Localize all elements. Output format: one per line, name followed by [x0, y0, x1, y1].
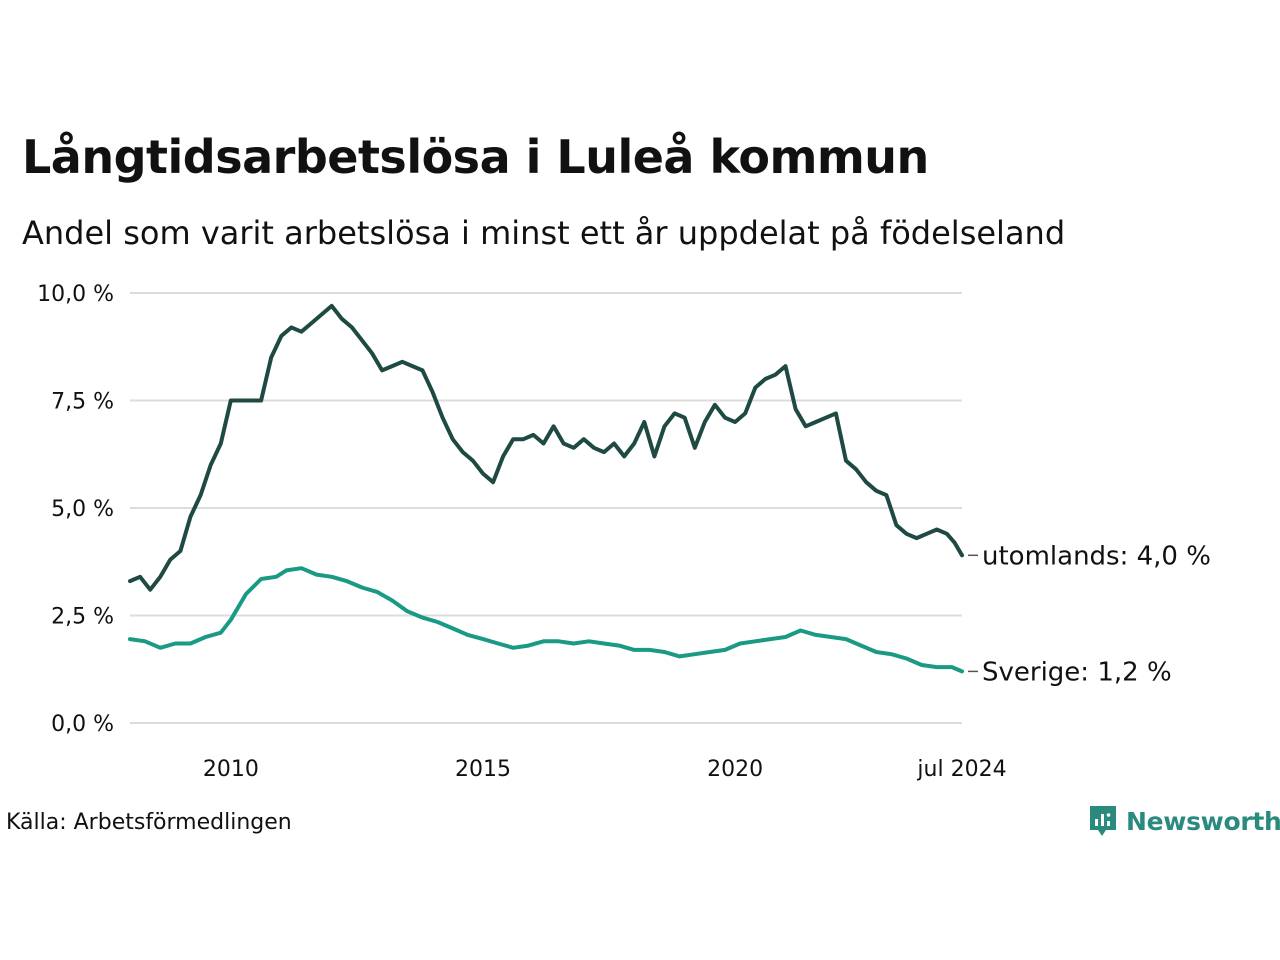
y-tick-label: 7,5 % [51, 390, 114, 415]
newsworthy-logo-icon [1090, 806, 1116, 836]
brand-logo: Newsworthy [1088, 804, 1280, 838]
series-line-utomlands [128, 303, 964, 592]
y-tick-label: 2,5 % [51, 605, 114, 630]
x-tick-label: 2015 [455, 757, 511, 782]
x-axis-ticks: 2010 2015 2020 jul 2024 [203, 757, 1007, 782]
y-tick-label: 10,0 % [37, 282, 114, 307]
series-lines [128, 303, 964, 674]
chart-title: Långtidsarbetslösa i Luleå kommun [22, 130, 929, 184]
source-note: Källa: Arbetsförmedlingen [6, 810, 292, 835]
series-end-label-utomlands: utomlands: 4,0 % [982, 541, 1211, 571]
series-end-label-sverige: Sverige: 1,2 % [982, 657, 1172, 687]
gridlines [130, 292, 962, 724]
x-tick-label: 2020 [707, 757, 763, 782]
y-tick-label: 0,0 % [51, 712, 114, 737]
y-tick-label: 5,0 % [51, 497, 114, 522]
x-tick-label: 2010 [203, 757, 259, 782]
x-tick-label: jul 2024 [916, 757, 1006, 782]
y-axis-ticks: 0,0 % 2,5 % 5,0 % 7,5 % 10,0 % [37, 282, 114, 737]
brand-name: Newsworthy [1126, 806, 1280, 836]
series-line-sverige [128, 566, 964, 674]
chart-subtitle: Andel som varit arbetslösa i minst ett å… [22, 214, 1066, 252]
series-end-labels: utomlands: 4,0 % Sverige: 1,2 % [968, 541, 1211, 687]
